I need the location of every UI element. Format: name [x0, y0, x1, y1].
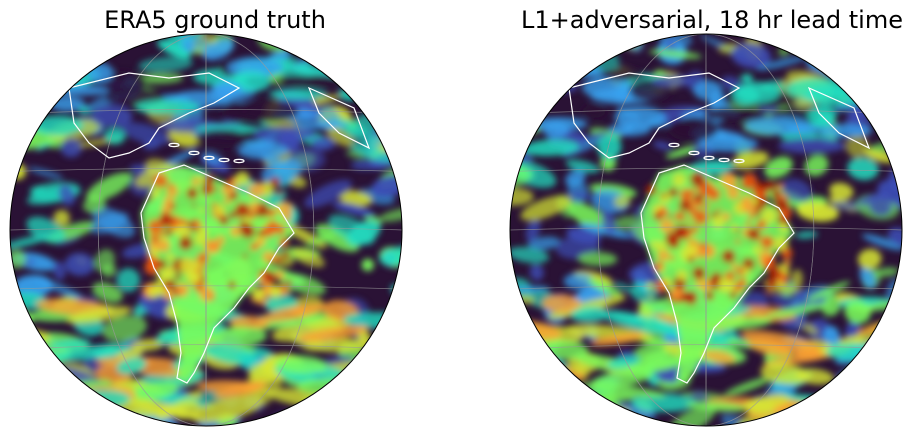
panel-prediction: L1+adversarial, 18 hr lead time: [497, 0, 917, 437]
panel-title: L1+adversarial, 18 hr lead time: [520, 6, 903, 34]
globe-map: [9, 33, 403, 427]
panel-ground-truth: ERA5 ground truth: [0, 0, 430, 437]
globe-map: [509, 33, 903, 427]
panel-title: ERA5 ground truth: [104, 6, 326, 34]
